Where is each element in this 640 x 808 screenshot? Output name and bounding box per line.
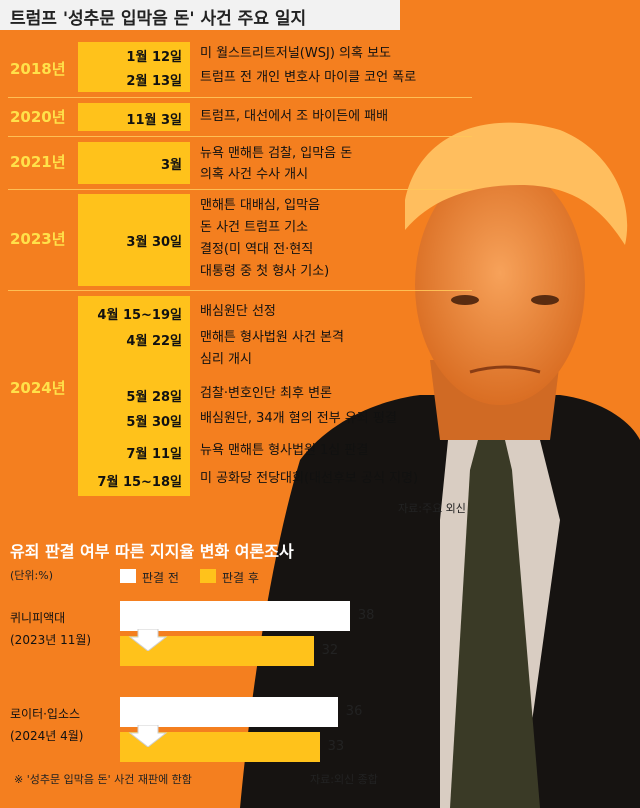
event-text: 트럼프, 대선에서 조 바이든에 패배 — [200, 109, 389, 124]
event-text: 검찰·변호인단 최후 변론 — [200, 386, 332, 401]
event-date: 5월 28일 — [126, 390, 182, 405]
event-text: 맨해튼 형사법원 사건 본격 — [200, 330, 344, 345]
event-text: 배심원단 선정 — [200, 304, 276, 319]
divider — [8, 97, 472, 98]
group-name: 퀴니피액대 — [10, 611, 66, 625]
group-period: (2024년 4월) — [10, 729, 84, 743]
event-date: 7월 11일 — [126, 447, 182, 462]
bar-before — [120, 697, 338, 727]
divider — [8, 189, 472, 190]
poll-source: 자료:외신 종합 — [310, 773, 378, 786]
event-text: 뉴욕 맨해튼 검찰, 입막음 돈 — [200, 146, 353, 161]
year-date-box — [78, 42, 190, 92]
year-label: 2018년 — [10, 60, 66, 78]
year-date-box — [78, 296, 190, 496]
event-date: 1월 12일 — [126, 50, 182, 65]
group-period: (2023년 11월) — [10, 633, 92, 647]
event-text: 배심원단, 34개 혐의 전부 유죄 평결 — [200, 411, 397, 426]
bar-value-label: 36 — [345, 704, 363, 719]
event-text: 미 월스트리트저널(WSJ) 의혹 보도 — [200, 46, 392, 61]
event-text: 결정(미 역대 전·현직 — [200, 242, 314, 257]
event-text: 돈 사건 트럼프 기소 — [200, 220, 309, 235]
event-text: 심리 개시 — [200, 352, 252, 367]
page-title: 트럼프 '성추문 입막음 돈' 사건 주요 일지 — [10, 9, 307, 29]
bar-value-label: 38 — [357, 608, 375, 623]
legend-label-after: 판결 후 — [222, 571, 259, 585]
year-label: 2021년 — [10, 153, 66, 171]
footnote: ※ '성추문 입막음 돈' 사건 재판에 한함 — [14, 773, 192, 786]
legend-label-before: 판결 전 — [142, 571, 179, 585]
year-label: 2024년 — [10, 379, 66, 397]
event-text: 미 공화당 전당대회(대선후보 공식 지명) — [200, 471, 419, 486]
event-text: 대통령 중 첫 형사 기소) — [200, 264, 330, 279]
event-date: 3월 30일 — [126, 235, 182, 250]
event-date: 5월 30일 — [126, 415, 182, 430]
event-date: 4월 15~19일 — [97, 308, 182, 323]
divider — [8, 290, 472, 291]
event-text: 맨해튼 대배심, 입막음 — [200, 198, 321, 213]
bar-value-label: 32 — [321, 643, 339, 658]
event-text: 의혹 사건 수사 개시 — [200, 167, 309, 182]
timeline-source: 자료:주요 외신 — [398, 502, 466, 515]
poll-title: 유죄 판결 여부 따른 지지율 변화 여론조사 — [10, 542, 294, 561]
bar-before — [120, 601, 350, 631]
group-name: 로이터·입소스 — [10, 707, 81, 721]
year-label: 2020년 — [10, 108, 66, 126]
event-text: 뉴욕 맨해튼 형사법원 1심 판결 — [200, 443, 369, 458]
year-label: 2023년 — [10, 230, 66, 248]
event-date: 4월 22일 — [126, 334, 182, 349]
event-date: 7월 15~18일 — [97, 475, 182, 490]
title-bar: 트럼프 '성추문 입막음 돈' 사건 주요 일지 — [0, 0, 400, 30]
legend-swatch-after — [200, 569, 216, 583]
year-date-box — [78, 194, 190, 286]
legend-swatch-before — [120, 569, 136, 583]
change-arrow-icon — [128, 725, 168, 747]
event-text: 트럼프 전 개인 변호사 마이클 코언 폭로 — [200, 70, 417, 85]
year-date-box — [78, 142, 190, 184]
divider — [8, 136, 472, 137]
bar-value-label: 33 — [327, 739, 345, 754]
year-date-box — [78, 103, 190, 131]
event-date: 3월 — [160, 158, 182, 173]
change-arrow-icon — [128, 629, 168, 651]
unit-label: (단위:%) — [10, 569, 53, 582]
event-date: 2월 13일 — [126, 74, 182, 89]
event-date: 11월 3일 — [126, 113, 182, 128]
